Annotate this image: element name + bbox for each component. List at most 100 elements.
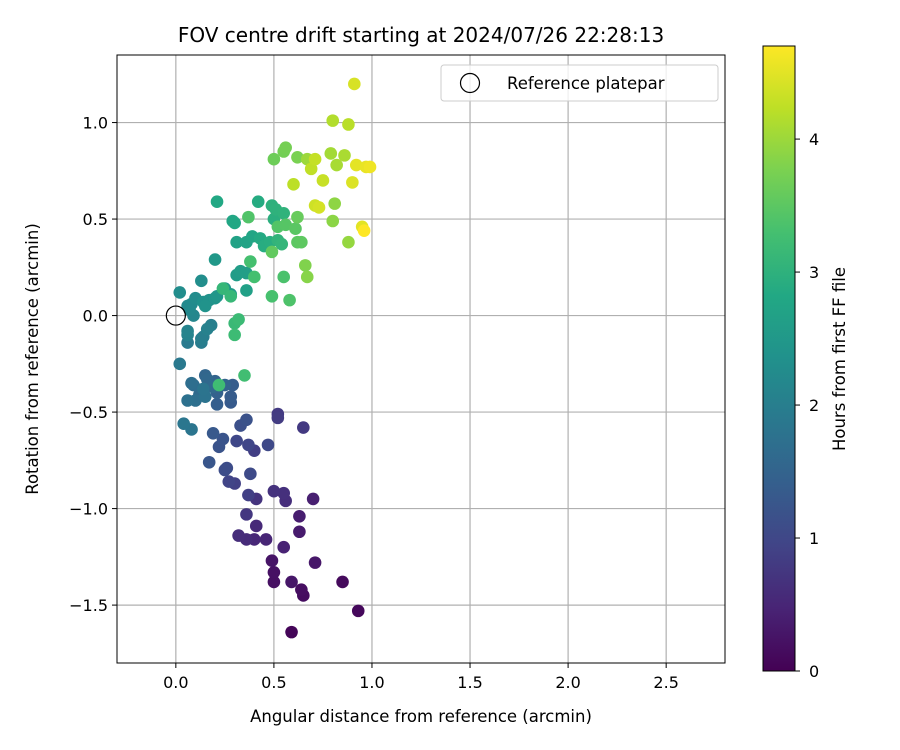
data-point — [265, 245, 279, 259]
data-point — [324, 147, 338, 160]
x-tick-label: 2.0 — [555, 673, 580, 692]
data-point — [291, 150, 304, 164]
data-point — [177, 417, 190, 430]
data-point — [285, 575, 298, 589]
data-point — [297, 421, 310, 434]
data-point — [265, 554, 279, 568]
gridlines — [117, 55, 725, 663]
data-point — [244, 467, 257, 481]
data-point — [277, 540, 291, 554]
y-tick-label: −1.5 — [69, 596, 108, 615]
data-point — [308, 556, 322, 569]
x-tick-label: 2.5 — [653, 673, 678, 692]
data-point — [228, 328, 241, 342]
data-point — [181, 394, 194, 407]
data-point — [328, 197, 342, 210]
data-point — [198, 299, 212, 313]
data-point — [336, 575, 349, 589]
data-point — [338, 149, 351, 162]
data-point — [291, 210, 304, 224]
data-point — [295, 235, 308, 249]
data-point — [306, 492, 320, 506]
data-points — [173, 77, 377, 639]
data-point — [295, 583, 308, 596]
data-point — [316, 174, 330, 187]
data-point — [312, 201, 326, 214]
y-axis-ticks: −1.5 −1.0 −0.5 0.0 0.5 1.0 — [69, 114, 117, 615]
data-point — [232, 313, 245, 326]
colorbar — [762, 45, 796, 672]
colorbar-tick-label: 0 — [809, 662, 819, 681]
colorbar-ticks: 0 1 2 3 4 — [795, 130, 819, 681]
data-point — [244, 255, 257, 268]
data-point — [271, 411, 285, 425]
colorbar-tick-label: 2 — [809, 396, 819, 415]
data-point — [195, 274, 208, 288]
data-point — [279, 218, 292, 232]
data-point — [202, 455, 216, 469]
data-point — [240, 413, 253, 427]
x-axis-ticks: 0.0 0.5 1.0 1.5 2.0 2.5 — [163, 663, 679, 692]
data-point — [285, 625, 298, 639]
data-point — [265, 289, 279, 303]
colorbar-tick-label: 4 — [809, 130, 819, 149]
data-point — [357, 224, 371, 237]
x-axis-label: Angular distance from reference (arcmin) — [250, 707, 592, 726]
chart-title: FOV centre drift starting at 2024/07/26 … — [178, 23, 664, 47]
data-point — [230, 434, 243, 448]
data-point — [251, 195, 265, 208]
data-point — [304, 162, 318, 176]
data-point — [224, 289, 238, 303]
colorbar-label: Hours from first FF file — [830, 267, 849, 451]
y-tick-label: 0.0 — [83, 307, 108, 326]
legend-box — [440, 64, 719, 102]
data-point — [308, 152, 322, 166]
data-point — [277, 486, 291, 500]
data-point — [279, 141, 292, 154]
data-point — [348, 77, 361, 91]
data-point — [242, 210, 255, 224]
data-point — [224, 390, 238, 403]
data-point — [173, 357, 187, 371]
data-point — [351, 604, 365, 618]
data-point — [232, 529, 245, 542]
data-point — [277, 206, 291, 220]
data-point — [242, 438, 255, 452]
data-point — [261, 438, 275, 452]
data-point — [267, 484, 281, 498]
data-point — [330, 158, 343, 172]
data-point — [275, 237, 289, 251]
data-point — [259, 533, 273, 546]
data-point — [222, 475, 236, 488]
data-point — [195, 332, 208, 346]
data-point — [242, 488, 255, 502]
data-point — [289, 222, 302, 236]
data-point — [210, 195, 224, 208]
data-point — [185, 376, 198, 390]
y-tick-label: −1.0 — [69, 500, 108, 519]
data-point — [208, 253, 222, 266]
data-point — [240, 508, 253, 521]
legend-marker-reference — [459, 72, 481, 94]
x-tick-label: 0.5 — [261, 673, 286, 692]
plot-frame — [116, 54, 726, 664]
data-point — [326, 214, 340, 228]
data-point — [206, 427, 220, 440]
colorbar-tick-label: 1 — [809, 529, 819, 548]
data-point — [216, 432, 230, 446]
y-axis-label: Rotation from reference (arcmin) — [23, 223, 42, 495]
data-point — [267, 575, 281, 589]
data-point — [342, 118, 355, 131]
legend-label-reference: Reference platepar — [507, 74, 665, 93]
data-point — [173, 286, 187, 299]
data-point — [363, 160, 377, 174]
data-point — [298, 259, 312, 272]
data-point — [238, 369, 251, 382]
data-point — [200, 322, 214, 336]
data-point — [181, 324, 194, 338]
reference-marker — [165, 305, 186, 326]
data-point — [230, 235, 243, 249]
data-point — [247, 270, 261, 284]
